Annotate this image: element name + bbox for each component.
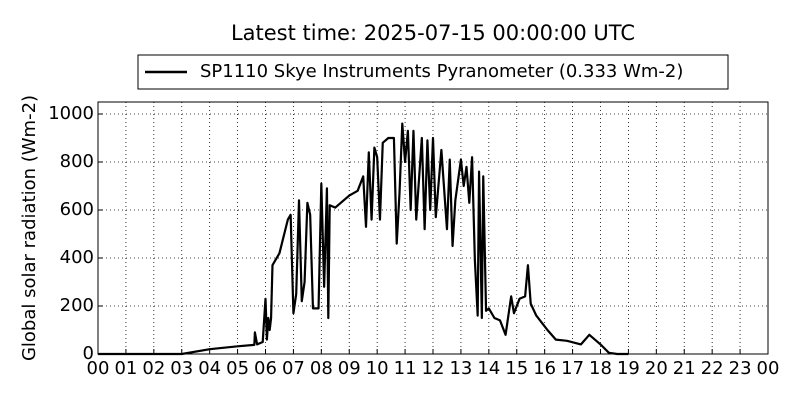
x-tick-label: 08 (310, 358, 333, 379)
plot-frame (97, 101, 769, 355)
x-tick-label: 02 (142, 358, 165, 379)
x-tick-label: 05 (226, 358, 249, 379)
chart-title: Latest time: 2025-07-15 00:00:00 UTC (231, 21, 635, 45)
x-tick-label: 20 (645, 358, 668, 379)
x-tick-label: 19 (617, 358, 640, 379)
x-tick-label: 09 (338, 358, 361, 379)
x-tick-label: 13 (449, 358, 472, 379)
y-tick-label: 0 (83, 343, 94, 364)
legend-box (137, 54, 729, 90)
x-tick-label: 04 (198, 358, 221, 379)
x-tick-label: 23 (729, 358, 752, 379)
x-tick-label: 10 (366, 358, 389, 379)
x-tick-label: 15 (505, 358, 528, 379)
x-tick-label: 00 (757, 358, 780, 379)
x-tick-label: 22 (701, 358, 724, 379)
x-tick-label: 01 (114, 358, 137, 379)
y-tick-label: 1000 (48, 103, 94, 124)
x-tick-label: 21 (673, 358, 696, 379)
legend-text: SP1110 Skye Instruments Pyranometer (0.3… (200, 61, 683, 82)
x-tick-label: 00 (87, 358, 110, 379)
x-tick-label: 16 (533, 358, 556, 379)
x-tick-label: 11 (394, 358, 417, 379)
y-tick-label: 400 (60, 247, 94, 268)
x-tick-label: 12 (422, 358, 445, 379)
x-tick-label: 18 (589, 358, 612, 379)
x-tick-label: 14 (477, 358, 500, 379)
x-tick-label: 17 (561, 358, 584, 379)
x-tick-label: 03 (170, 358, 193, 379)
y-tick-label: 800 (60, 151, 94, 172)
y-tick-label: 600 (60, 199, 94, 220)
data-line (98, 122, 629, 356)
y-axis-label: Global solar radiation (Wm-2) (19, 95, 40, 361)
y-tick-label: 200 (60, 295, 94, 316)
x-tick-label: 06 (254, 358, 277, 379)
x-tick-label: 07 (282, 358, 305, 379)
